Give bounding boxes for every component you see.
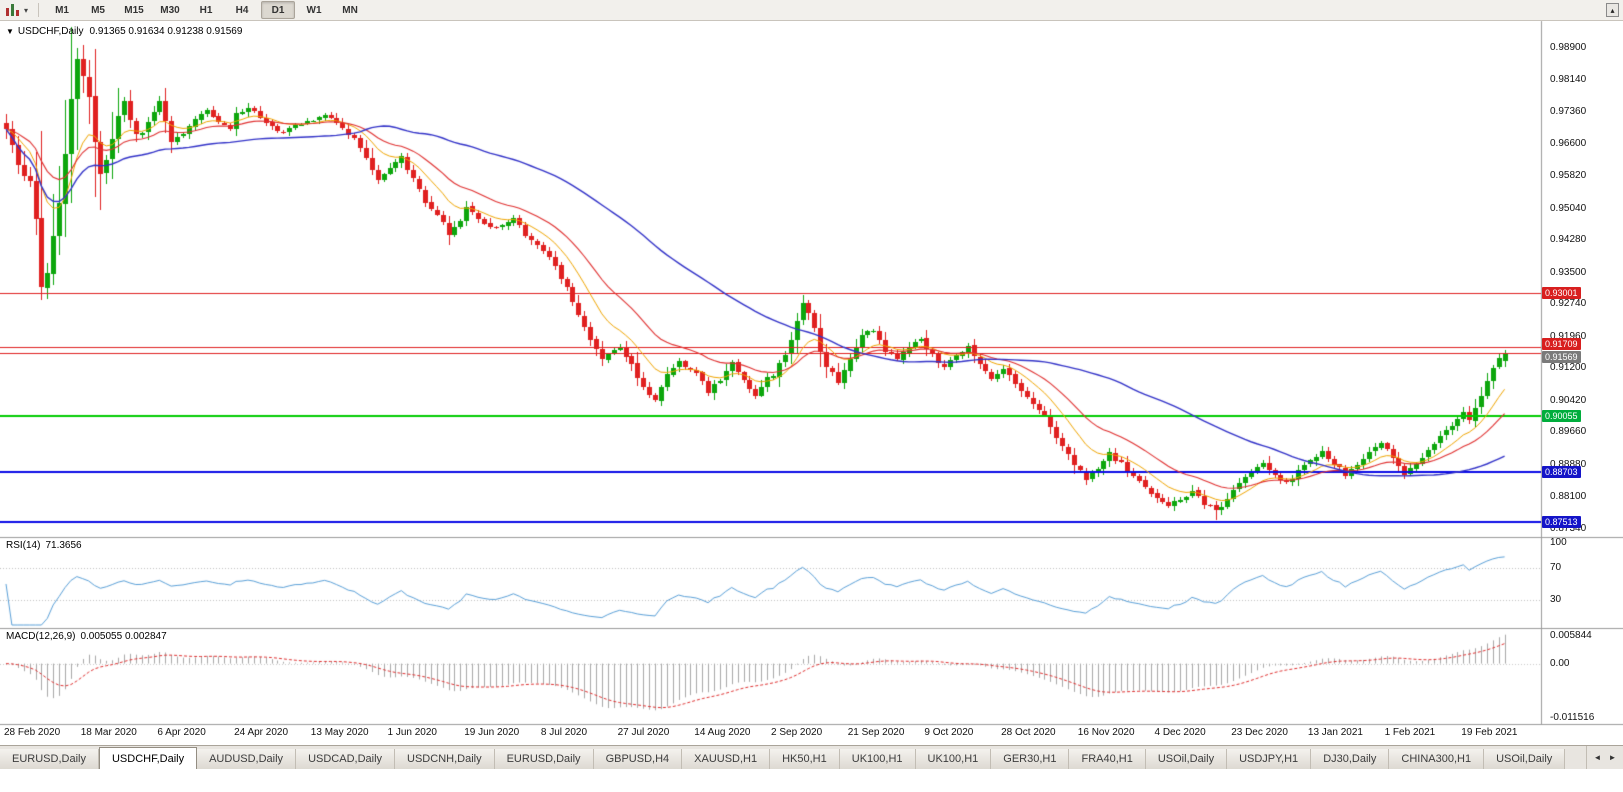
price-tick-label: 0.88100	[1550, 491, 1587, 503]
price-tick-label: 0.95820	[1550, 170, 1587, 182]
date-tick-label: 1 Feb 2021	[1384, 727, 1436, 738]
price-tick-label: 0.92740	[1550, 298, 1587, 310]
chart-tab-gbpusd-h4[interactable]: GBPUSD,H4	[593, 749, 683, 769]
price-tick-label: 0.93500	[1550, 266, 1587, 278]
chart-tab-usdcnh-daily[interactable]: USDCNH,Daily	[395, 749, 495, 769]
date-tick-label: 19 Feb 2021	[1461, 727, 1518, 738]
top-toolbar: ▾ M1 M5 M15 M30 H1 H4 D1 W1 MN ▴	[0, 0, 1623, 21]
chart-type-menu-button[interactable]: ▾	[0, 0, 33, 20]
date-tick-label: 14 Aug 2020	[694, 727, 751, 738]
chart-ohlc-label: 0.91365 0.91634 0.91238 0.91569	[89, 26, 243, 37]
chart-tab-ger30-h1[interactable]: GER30,H1	[991, 749, 1070, 769]
macd-tick-label: 0.00	[1550, 657, 1570, 669]
date-tick-label: 28 Feb 2020	[4, 727, 61, 738]
date-tick-label: 6 Apr 2020	[157, 727, 206, 738]
price-level-tag: 0.91569	[1542, 350, 1581, 363]
chart-tab-eurusd-daily[interactable]: EURUSD,Daily	[494, 749, 594, 769]
chevron-down-icon: ▾	[24, 5, 29, 15]
timeframe-button-mn[interactable]: MN	[342, 4, 358, 16]
rsi-tick-label: 100	[1550, 537, 1567, 548]
date-tick-label: 28 Oct 2020	[1001, 727, 1056, 738]
price-tick-label: 0.98900	[1550, 42, 1587, 54]
tab-scroll-left-button[interactable]: ◄	[1593, 752, 1602, 762]
chart-tab-usdcad-daily[interactable]: USDCAD,Daily	[296, 749, 396, 769]
chart-tab-uk100-h1[interactable]: UK100,H1	[839, 749, 916, 769]
date-tick-label: 2 Sep 2020	[771, 727, 823, 738]
chart-title: ▼ USDCHF,Daily 0.91365 0.91634 0.91238 0…	[6, 26, 242, 37]
chart-tab-bar: EURUSD,Daily USDCHF,Daily AUDUSD,Daily USDC…	[0, 745, 1623, 769]
timeframe-button-d1[interactable]: D1	[261, 1, 296, 19]
rsi-name: RSI(14)	[6, 540, 41, 551]
toolbar-divider	[38, 3, 40, 17]
date-tick-label: 18 Mar 2020	[80, 727, 137, 738]
chart-tab-usdjpy-h1[interactable]: USDJPY,H1	[1227, 749, 1312, 769]
price-tick-label: 0.88880	[1550, 458, 1587, 470]
timeframe-button-m1[interactable]: M1	[55, 4, 69, 16]
timeframe-button-h4[interactable]: H4	[235, 4, 249, 16]
chart-tab-dj30-daily[interactable]: DJ30,Daily	[1311, 749, 1390, 769]
macd-tick-label: -0.011516	[1550, 711, 1595, 723]
chart-tab-usoil-daily[interactable]: USOil,Daily	[1145, 749, 1228, 769]
chart-tab-audusd-daily[interactable]: AUDUSD,Daily	[197, 749, 297, 769]
date-tick-label: 24 Apr 2020	[234, 727, 289, 738]
chart-tab-eurusd-daily[interactable]: EURUSD,Daily	[0, 749, 99, 769]
rsi-tick-label: 70	[1550, 561, 1562, 573]
price-tick-label: 0.91200	[1550, 362, 1587, 374]
date-tick-label: 16 Nov 2020	[1077, 727, 1135, 738]
chart-tab-china300-h1[interactable]: CHINA300,H1	[1389, 749, 1485, 769]
date-tick-label: 19 Jun 2020	[464, 727, 520, 738]
date-tick-label: 8 Jul 2020	[540, 727, 588, 738]
candlestick-chart-icon	[6, 4, 21, 16]
macd-values: 0.005055 0.002847	[80, 631, 167, 642]
date-tick-label: 1 Jun 2020	[387, 727, 438, 738]
tabs-strip: EURUSD,Daily USDCHF,Daily AUDUSD,Daily USDC…	[0, 746, 1585, 769]
scroll-up-button[interactable]: ▴	[1606, 3, 1619, 17]
timeframe-button-w1[interactable]: W1	[306, 4, 322, 16]
price-level-tag: 0.93001	[1542, 287, 1581, 300]
chart-tab-hk50-h1[interactable]: HK50,H1	[770, 749, 840, 769]
date-tick-label: 23 Dec 2020	[1231, 727, 1288, 738]
chart-tab-xauusd-h1[interactable]: XAUUSD,H1	[682, 749, 771, 769]
price-tick-label: 0.98140	[1550, 73, 1587, 85]
price-tick-label: 0.95040	[1550, 202, 1587, 214]
chart-tab-usdchf-daily[interactable]: USDCHF,Daily	[98, 747, 198, 769]
date-tick-label: 9 Oct 2020	[924, 727, 974, 738]
price-tick-label: 0.87340	[1550, 522, 1587, 534]
timeframe-buttons: M1 M5 M15 M30 H1 H4 D1 W1 MN	[44, 0, 368, 20]
rsi-indicator-label: RSI(14) 71.3656	[6, 540, 82, 551]
macd-name: MACD(12,26,9)	[6, 631, 76, 642]
rsi-value: 71.3656	[45, 540, 82, 551]
macd-tick-label: 0.005844	[1550, 629, 1592, 641]
price-level-tag: 0.91709	[1542, 338, 1581, 351]
date-tick-label: 4 Dec 2020	[1154, 727, 1206, 738]
chart-tab-usoil-daily[interactable]: USOil,Daily	[1484, 749, 1566, 769]
chart-tab-uk100-h1[interactable]: UK100,H1	[915, 749, 992, 769]
tab-scroll-buttons: ◄ ►	[1586, 746, 1623, 769]
chart-tab-fra40-h1[interactable]: FRA40,H1	[1069, 749, 1146, 769]
price-tick-label: 0.90420	[1550, 394, 1587, 406]
timeframe-button-m30[interactable]: M30	[160, 4, 180, 16]
price-tick-label: 0.91960	[1550, 330, 1587, 342]
timeframe-button-m5[interactable]: M5	[91, 4, 105, 16]
price-level-tag: 0.88703	[1542, 466, 1581, 479]
date-tick-label: 13 Jan 2021	[1307, 727, 1363, 738]
chart-symbol-label: USDCHF,Daily	[17, 26, 84, 37]
timeframe-button-h1[interactable]: H1	[199, 4, 213, 16]
date-tick-label: 21 Sep 2020	[847, 727, 905, 738]
macd-indicator-label: MACD(12,26,9) 0.005055 0.002847	[6, 631, 167, 642]
date-tick-label: 13 May 2020	[310, 727, 369, 738]
rsi-tick-label: 30	[1550, 594, 1562, 606]
price-tick-label: 0.89660	[1550, 426, 1587, 438]
date-tick-label: 27 Jul 2020	[617, 727, 670, 738]
price-tick-label: 0.97360	[1550, 106, 1587, 118]
price-level-tag: 0.87513	[1542, 515, 1581, 528]
collapse-triangle-icon[interactable]: ▼	[6, 27, 14, 36]
price-tick-label: 0.96600	[1550, 137, 1587, 149]
price-level-tag: 0.90055	[1542, 409, 1581, 422]
timeframe-button-m15[interactable]: M15	[124, 4, 144, 16]
price-tick-label: 0.94280	[1550, 234, 1587, 246]
tab-scroll-right-button[interactable]: ►	[1608, 752, 1617, 762]
